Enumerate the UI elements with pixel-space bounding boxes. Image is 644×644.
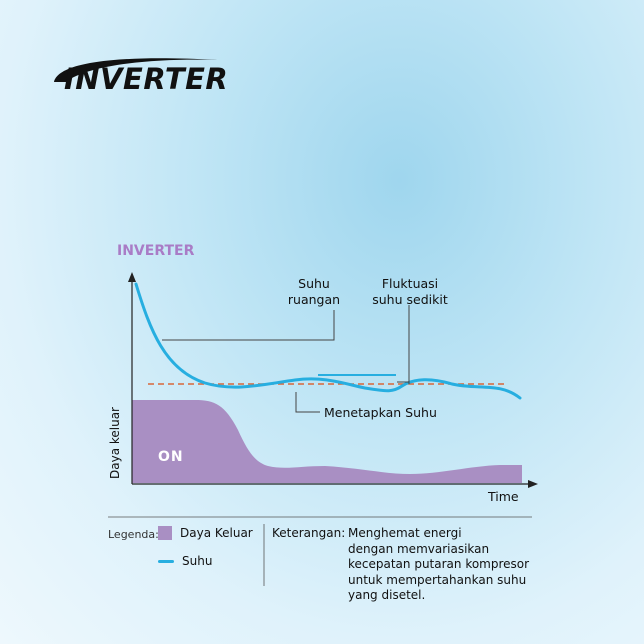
notes-key: Keterangan: [272, 526, 346, 540]
x-axis-label: Time [488, 489, 519, 504]
logo-swoosh-icon [54, 58, 218, 82]
notes-line: yang disetel. [348, 588, 426, 602]
power-output-area [132, 400, 522, 483]
setpoint-callout [295, 392, 320, 413]
setpoint-label: Menetapkan Suhu [324, 405, 437, 420]
notes-line: kecepatan putaran kompresor [348, 557, 530, 571]
legend-item-label: Suhu [182, 554, 213, 568]
fluctuation-label: Fluktuasi suhu sedikit [364, 276, 456, 308]
on-label: ON [158, 449, 184, 465]
inverter-logo: INVERTER [48, 52, 248, 100]
fluctuation-label-line2: suhu sedikit [372, 292, 448, 307]
room-temp-label-line1: Suhu [298, 276, 330, 291]
x-axis-arrow-icon [528, 480, 538, 488]
notes-line: untuk mempertahankan suhu [348, 572, 527, 587]
notes-line: dengan memvariasikan [348, 541, 490, 556]
notes-line: Menghemat energi [348, 526, 462, 540]
temperature-curve [134, 282, 522, 400]
logo-text: INVERTER [64, 62, 229, 96]
room-temp-label: Suhu ruangan [282, 276, 346, 308]
y-axis-arrow-icon [128, 272, 136, 282]
y-axis-label: Daya keluar [108, 407, 122, 479]
fluctuation-label-line1: Fluktuasi [381, 276, 439, 291]
legend-item-temperature: Suhu [158, 554, 212, 568]
room-temp-callout [162, 310, 335, 341]
diagram-title: INVERTER [117, 243, 195, 259]
legend-item-power: Daya Keluar [158, 526, 253, 540]
legend-title: Legenda: [108, 528, 159, 541]
temperature-swatch-icon [158, 559, 174, 563]
legend-item-label: Daya Keluar [180, 526, 253, 540]
notes-body: Menghemat energi dengan memvariasikan ke… [348, 526, 543, 604]
power-swatch-icon [158, 526, 172, 540]
room-temp-label-line2: ruangan [287, 292, 341, 307]
